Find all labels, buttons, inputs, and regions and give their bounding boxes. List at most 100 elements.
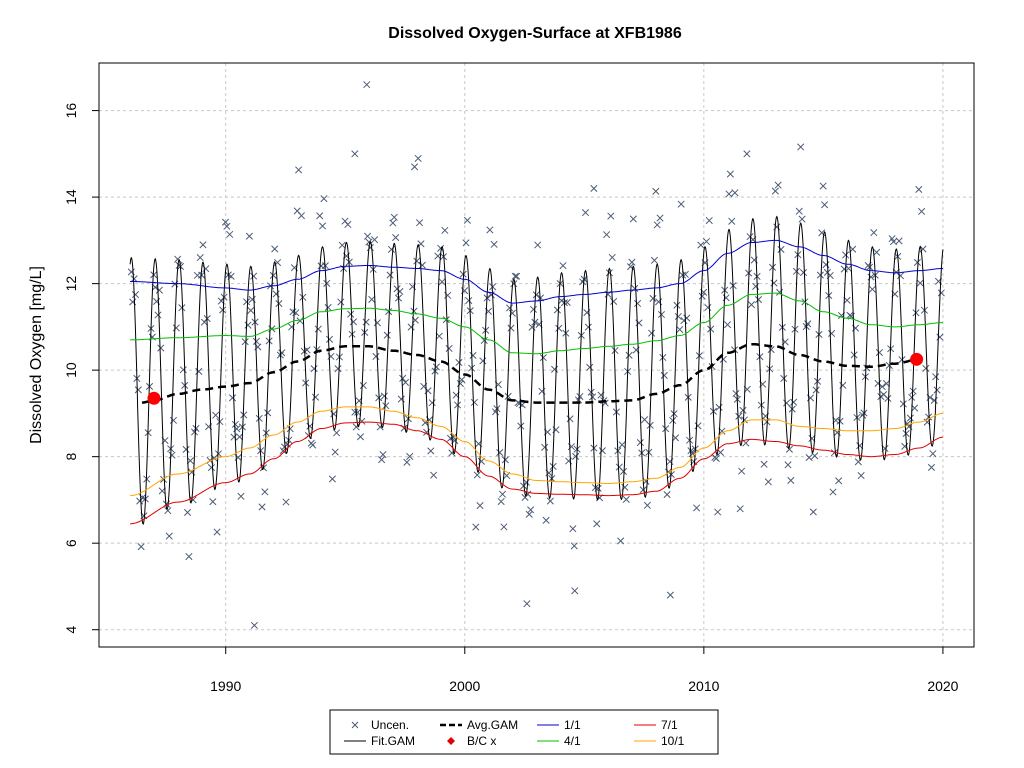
observation-point [237, 492, 245, 500]
observation-point [569, 525, 577, 533]
observation-point [320, 195, 328, 203]
observation-point [785, 445, 793, 453]
x-tick-label: 2020 [927, 678, 958, 694]
observation-point [611, 346, 619, 355]
observation-point [455, 358, 463, 367]
observation-point [352, 423, 360, 431]
observation-point [805, 454, 813, 462]
bc-point [147, 391, 161, 405]
observation-point [546, 497, 554, 505]
observation-point [476, 502, 484, 510]
observation-point [243, 298, 251, 306]
observation-point [873, 248, 881, 256]
observation-point [137, 543, 145, 551]
observation-point [736, 505, 744, 513]
observation-point [192, 424, 200, 432]
y-tick-label: 14 [63, 189, 79, 205]
observation-point [850, 351, 858, 359]
observation-point [828, 329, 836, 338]
observation-point [636, 439, 644, 447]
observation-point [463, 216, 471, 224]
observation-point [698, 292, 706, 300]
observation-point [816, 271, 824, 279]
observation-point [633, 299, 642, 308]
observation-point [131, 291, 140, 299]
observation-point [929, 450, 937, 458]
observation-point [489, 283, 497, 291]
observation-point [726, 170, 734, 178]
observation-point [563, 298, 571, 306]
chart-title: Dissolved Oxygen-Surface at XFB1986 [388, 25, 682, 42]
observation-point [219, 306, 227, 314]
y-tick-label: 12 [63, 276, 79, 292]
observation-point [576, 392, 584, 401]
observation-point [196, 254, 204, 262]
observation-point [643, 501, 651, 509]
observation-point [376, 423, 384, 431]
observation-point [764, 478, 772, 486]
observation-point [185, 552, 193, 561]
observation-point [650, 256, 658, 264]
observation-point [909, 387, 917, 395]
observation-point [378, 456, 386, 464]
observation-point [829, 488, 837, 496]
observation-point [648, 329, 656, 337]
bc-point [910, 352, 924, 366]
x-tick-label: 2010 [688, 678, 719, 694]
observation-point [842, 251, 850, 259]
observation-point [666, 591, 674, 599]
legend-symbol-diamond [447, 737, 455, 745]
observation-point [403, 458, 411, 466]
observation-point [261, 488, 269, 496]
observation-point [534, 241, 542, 249]
observation-point [712, 454, 720, 463]
y-axis-label: Dissolved Oxygen [mg/L] [28, 266, 45, 444]
observation-point [231, 420, 239, 428]
observation-point [593, 520, 601, 528]
observation-point [328, 475, 336, 483]
legend-label: Avg.GAM [467, 718, 518, 732]
legend-box [329, 709, 719, 755]
observation-point [913, 258, 921, 266]
observation-point [297, 212, 305, 220]
observation-point [747, 301, 756, 309]
observation-point [372, 352, 380, 361]
observation-point [385, 307, 393, 316]
observation-point [230, 433, 238, 441]
observation-point [702, 237, 711, 246]
observation-point [428, 399, 436, 407]
observation-point [571, 587, 579, 595]
observation-point [777, 245, 785, 253]
observation-point [908, 393, 916, 401]
observation-point [465, 296, 473, 305]
observation-point [501, 456, 509, 464]
observation-point [178, 304, 186, 312]
observation-point [652, 187, 660, 195]
observation-point [882, 380, 891, 388]
observation-point [631, 284, 639, 293]
series-line-7-1 [130, 421, 943, 525]
observation-point [738, 467, 746, 475]
observation-point [323, 279, 331, 287]
observation-point [172, 324, 180, 332]
x-tick-label: 2000 [449, 678, 480, 694]
observation-point [513, 272, 521, 280]
observation-point [382, 402, 390, 410]
observation-point [255, 414, 263, 422]
observation-point [598, 447, 606, 455]
series-line-4-1 [130, 292, 943, 355]
legend-label: 1/1 [564, 718, 581, 732]
observation-point [486, 226, 494, 234]
observation-point [226, 230, 234, 238]
fit-gam [129, 215, 944, 525]
observation-point [588, 393, 597, 401]
observation-point [406, 452, 414, 460]
observation-point [566, 415, 574, 423]
observation-point [479, 357, 487, 365]
series-line-10-1 [130, 406, 943, 497]
observation-point [134, 386, 142, 394]
observation-point [309, 441, 317, 449]
observation-point [245, 232, 253, 240]
observation-point [767, 346, 775, 354]
